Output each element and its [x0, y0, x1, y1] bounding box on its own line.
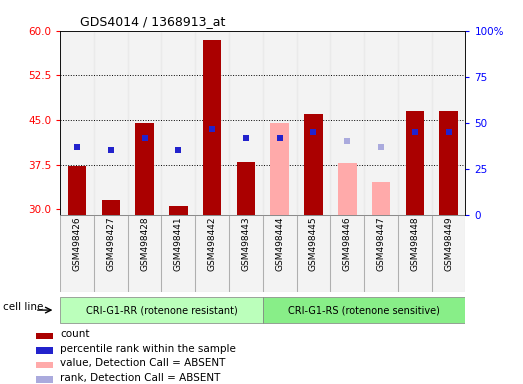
Bar	[229, 215, 263, 292]
Text: CRI-G1-RS (rotenone sensitive): CRI-G1-RS (rotenone sensitive)	[288, 305, 440, 315]
Text: GSM498442: GSM498442	[208, 217, 217, 271]
Bar	[195, 215, 229, 292]
FancyBboxPatch shape	[60, 297, 263, 323]
Bar	[331, 215, 364, 292]
Bar	[229, 31, 263, 215]
Bar	[128, 215, 162, 292]
Text: GSM498448: GSM498448	[411, 217, 419, 271]
Bar	[94, 31, 128, 215]
Text: value, Detection Call = ABSENT: value, Detection Call = ABSENT	[60, 358, 225, 368]
Bar	[297, 215, 331, 292]
Text: GSM498427: GSM498427	[106, 217, 115, 271]
Bar	[263, 215, 297, 292]
Bar	[68, 166, 86, 215]
Text: GSM498441: GSM498441	[174, 217, 183, 271]
Text: GSM498449: GSM498449	[444, 217, 453, 271]
Bar	[101, 200, 120, 215]
Bar	[331, 31, 364, 215]
Text: cell line: cell line	[3, 302, 43, 312]
Bar	[162, 31, 195, 215]
Bar	[94, 215, 128, 292]
Text: GDS4014 / 1368913_at: GDS4014 / 1368913_at	[81, 15, 226, 28]
Bar	[236, 162, 255, 215]
Bar	[36, 376, 53, 383]
Bar	[263, 31, 297, 215]
Bar	[36, 333, 53, 339]
Bar	[297, 31, 331, 215]
Text: GSM498426: GSM498426	[73, 217, 82, 271]
Bar	[60, 31, 94, 215]
Bar	[398, 215, 431, 292]
Text: count: count	[60, 329, 90, 339]
Bar	[60, 215, 94, 292]
Bar	[364, 31, 398, 215]
Bar	[195, 31, 229, 215]
Bar	[304, 114, 323, 215]
Text: rank, Detection Call = ABSENT: rank, Detection Call = ABSENT	[60, 373, 221, 383]
Bar	[128, 31, 162, 215]
Bar	[372, 182, 390, 215]
Bar	[169, 206, 188, 215]
Bar	[203, 40, 221, 215]
Bar	[364, 215, 398, 292]
Text: GSM498428: GSM498428	[140, 217, 149, 271]
Text: GSM498446: GSM498446	[343, 217, 352, 271]
Text: GSM498447: GSM498447	[377, 217, 385, 271]
Bar	[36, 362, 53, 368]
Bar	[36, 347, 53, 354]
Bar	[405, 111, 424, 215]
Bar	[338, 163, 357, 215]
Text: CRI-G1-RR (rotenone resistant): CRI-G1-RR (rotenone resistant)	[86, 305, 237, 315]
Bar	[431, 31, 465, 215]
Bar	[398, 31, 431, 215]
Bar	[162, 215, 195, 292]
Text: GSM498444: GSM498444	[275, 217, 284, 271]
Text: GSM498443: GSM498443	[242, 217, 251, 271]
FancyBboxPatch shape	[263, 297, 465, 323]
Bar	[439, 111, 458, 215]
Text: GSM498445: GSM498445	[309, 217, 318, 271]
Bar	[135, 123, 154, 215]
Text: percentile rank within the sample: percentile rank within the sample	[60, 344, 236, 354]
Bar	[270, 123, 289, 215]
Bar	[431, 215, 465, 292]
